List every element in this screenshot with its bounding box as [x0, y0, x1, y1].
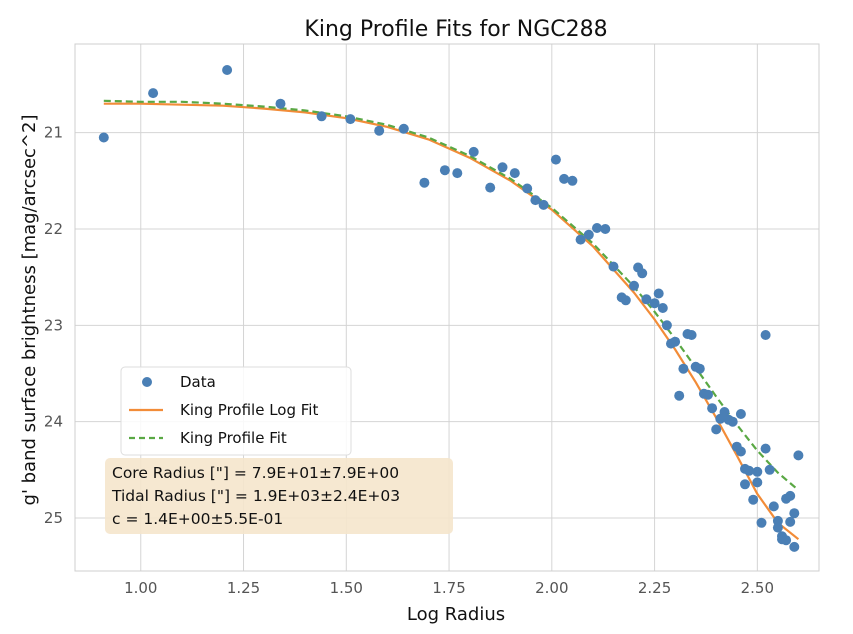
data-point: [575, 234, 586, 245]
y-axis-label: g' band surface brightness [mag/arcsec^2…: [19, 115, 40, 506]
data-point: [703, 389, 713, 400]
data-point: [752, 466, 763, 477]
x-tick-labels: 1.00 1.25 1.50 1.75 2.00 2.25 2.50: [124, 579, 774, 597]
x-tick-label: 1.50: [330, 579, 363, 597]
data-point: [694, 363, 705, 374]
data-point: [760, 330, 771, 340]
data-point: [785, 516, 796, 527]
data-point: [678, 363, 689, 374]
data-point: [452, 168, 463, 179]
x-tick-label: 1.25: [227, 579, 260, 597]
x-tick-label: 2.00: [535, 579, 568, 597]
data-point: [740, 479, 750, 490]
core-radius-text: Core Radius ["] = 7.9E+01±7.9E+00: [112, 464, 399, 482]
y-tick-label: 22: [44, 220, 63, 238]
y-tick-label: 23: [44, 316, 63, 334]
data-point: [509, 168, 520, 179]
data-point: [419, 177, 430, 188]
data-point: [620, 295, 631, 306]
y-tick-labels: 21 22 23 24 25: [44, 124, 63, 527]
legend-box: [120, 366, 352, 456]
data-point: [686, 330, 697, 340]
data-point: [756, 517, 767, 528]
data-point: [674, 390, 685, 401]
data-point: [637, 268, 648, 279]
chart-title: King Profile Fits for NGC288: [304, 17, 607, 42]
data-point: [608, 261, 619, 272]
data-point: [275, 98, 286, 109]
data-point: [583, 229, 594, 240]
legend-label-data: Data: [180, 373, 216, 391]
data-point: [768, 501, 779, 512]
y-tick-label: 24: [44, 413, 63, 431]
x-axis-label: Log Radius: [407, 604, 505, 625]
data-point: [468, 146, 479, 157]
data-point: [735, 446, 746, 457]
data-points: [98, 65, 804, 552]
legend-label-fit: King Profile Fit: [180, 429, 287, 447]
data-point: [148, 88, 159, 99]
data-point: [785, 490, 796, 501]
legend-label-log-fit: King Profile Log Fit: [180, 401, 318, 419]
data-point: [719, 407, 730, 417]
data-point: [522, 183, 533, 194]
data-point: [760, 443, 771, 454]
data-point: [497, 162, 508, 173]
data-point: [98, 132, 109, 143]
data-point: [538, 199, 549, 210]
data-point: [789, 541, 800, 552]
data-point: [772, 522, 783, 533]
data-point: [707, 403, 718, 414]
data-point: [670, 336, 681, 347]
x-tick-label: 2.50: [741, 579, 774, 597]
y-tick-label: 21: [44, 124, 63, 142]
y-tick-label: 25: [44, 509, 63, 527]
x-tick-label: 2.25: [638, 579, 671, 597]
data-point: [661, 320, 672, 331]
data-point: [398, 123, 409, 134]
plot-frame: [74, 43, 820, 572]
data-point: [657, 303, 668, 313]
fit-parameters-box: Core Radius ["] = 7.9E+01±7.9E+00 Tidal …: [105, 458, 453, 534]
king-profile-log-fit-line: [103, 102, 800, 541]
data-point: [748, 494, 759, 505]
data-point: [789, 508, 800, 519]
data-point: [530, 195, 541, 206]
data-point: [439, 165, 450, 176]
data-point: [485, 182, 496, 193]
fit-parameters-background: [105, 458, 453, 534]
data-point: [781, 535, 792, 546]
data-point: [641, 294, 652, 305]
data-point: [567, 175, 578, 186]
data-point: [629, 280, 639, 291]
data-point: [727, 416, 738, 427]
data-point: [735, 409, 746, 419]
data-point: [550, 154, 561, 165]
data-point: [592, 223, 602, 233]
data-point: [316, 111, 327, 122]
data-point: [764, 464, 775, 475]
data-point: [222, 65, 233, 75]
tidal-radius-text: Tidal Radius ["] = 1.9E+03±2.4E+03: [111, 487, 400, 505]
x-tick-label: 1.75: [432, 579, 465, 597]
x-tick-label: 1.00: [124, 579, 157, 597]
data-point: [744, 465, 755, 476]
data-point: [600, 224, 611, 234]
data-point: [345, 114, 356, 125]
data-point: [793, 450, 804, 461]
concentration-text: c = 1.4E+00±5.5E-01: [112, 510, 283, 528]
data-point: [752, 477, 763, 488]
legend: Data King Profile Log Fit King Profile F…: [120, 366, 352, 456]
legend-marker-data: [142, 377, 152, 387]
data-point: [374, 125, 385, 136]
data-point: [649, 298, 660, 309]
data-point: [653, 288, 664, 299]
data-point: [559, 173, 570, 184]
data-point: [711, 424, 722, 435]
